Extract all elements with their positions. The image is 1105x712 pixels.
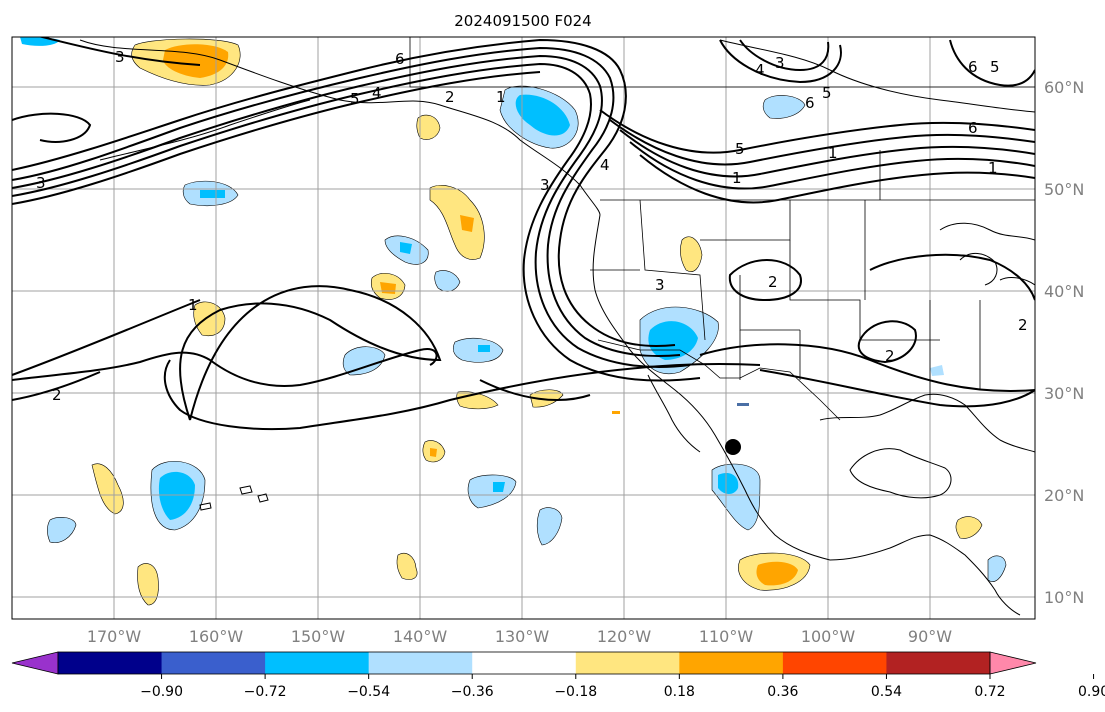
colorbar-tick-label: −0.18 <box>554 684 597 700</box>
colorbar-segment <box>161 652 266 674</box>
colorbar-tick-label: 0.72 <box>974 684 1005 700</box>
contour-lines <box>12 37 1035 431</box>
contour-labels: 6 5 4 3 2 1 1 2 3 4 5 6 3 4 5 6 1 2 3 6 <box>36 48 1028 404</box>
contour-label: 5 <box>990 58 1000 76</box>
lon-label: 130°W <box>495 627 550 646</box>
lat-label: 30°N <box>1044 384 1084 403</box>
colorbar: −0.90 −0.72 −0.54 −0.36 −0.18 0.18 0.36 0.54 0.7… <box>11 651 1105 700</box>
contour-label: 3 <box>775 54 785 72</box>
lon-label: 150°W <box>291 627 346 646</box>
contour-label: 5 <box>735 140 745 158</box>
contour-label: 3 <box>655 276 665 294</box>
lat-label: 20°N <box>1044 486 1084 505</box>
contour-label: 3 <box>115 48 125 66</box>
contour-label: 1 <box>496 88 506 106</box>
contour-label: 4 <box>600 156 610 174</box>
contour-label: 5 <box>350 90 360 108</box>
contour-label: 1 <box>828 144 838 162</box>
lon-label: 140°W <box>393 627 448 646</box>
small-cool-cell <box>737 403 749 406</box>
contour-label: 1 <box>188 296 198 314</box>
lon-label: 160°W <box>189 627 244 646</box>
contour-label: 4 <box>372 84 382 102</box>
political-borders <box>409 37 1035 421</box>
contour-label: 1 <box>732 169 742 187</box>
contour-label: 3 <box>540 176 550 194</box>
colorbar-tick-label: −0.90 <box>140 684 183 700</box>
colorbar-segment <box>782 652 887 674</box>
contour-label: 5 <box>822 84 832 102</box>
contour-label: 2 <box>885 347 895 365</box>
colorbar-tick-label: 0.90 <box>1078 684 1105 700</box>
contour-label: 2 <box>1018 316 1028 334</box>
lon-label: 120°W <box>597 627 652 646</box>
contour-label: 6 <box>395 50 405 68</box>
contour-label: 6 <box>805 94 815 112</box>
contour-label: 1 <box>988 159 998 177</box>
map-panel: 6 5 4 3 2 1 1 2 3 4 5 6 3 4 5 6 1 2 3 6 <box>11 36 1036 620</box>
contour-label: 2 <box>768 273 778 291</box>
lat-label: 40°N <box>1044 282 1084 301</box>
lat-label: 60°N <box>1044 78 1084 97</box>
contour-label: 6 <box>968 119 978 137</box>
map-frame <box>11 36 1036 620</box>
colorbar-frame <box>57 651 991 675</box>
colorbar-tick-label: 0.54 <box>871 684 902 700</box>
colorbar-segments <box>11 651 1037 675</box>
contour-label: 3 <box>36 174 46 192</box>
longitude-labels: 170°W 160°W 150°W 140°W 130°W 120°W 110°… <box>87 627 952 646</box>
lon-label: 170°W <box>87 627 142 646</box>
lon-label: 100°W <box>801 627 856 646</box>
small-warm-cell <box>612 411 620 414</box>
contour-label: 6 <box>968 58 978 76</box>
colorbar-segment <box>472 652 577 674</box>
map-title: 2024091500 F024 <box>454 12 591 30</box>
lat-label: 50°N <box>1044 180 1084 199</box>
lon-label: 110°W <box>699 627 754 646</box>
contour-label: 4 <box>755 61 765 79</box>
colorbar-segment <box>886 652 991 674</box>
colorbar-tick-label: −0.54 <box>347 684 390 700</box>
colorbar-extend-high <box>989 651 1037 675</box>
lon-label: 90°W <box>908 627 952 646</box>
colorbar-tick-label: 0.18 <box>664 684 695 700</box>
contour-label: 2 <box>445 88 455 106</box>
colorbar-segment <box>58 652 163 674</box>
colorbar-extend-low <box>11 651 59 675</box>
latitude-labels: 60°N 50°N 40°N 30°N 20°N 10°N <box>1044 78 1084 607</box>
colorbar-segment <box>679 652 784 674</box>
lat-label: 10°N <box>1044 588 1084 607</box>
storm-center-marker <box>725 439 741 455</box>
colorbar-segment <box>265 652 370 674</box>
colorbar-tick-label: −0.72 <box>244 684 287 700</box>
colorbar-ticks: −0.90 −0.72 −0.54 −0.36 −0.18 0.18 0.36 0.54 0.7… <box>140 674 1105 700</box>
colorbar-segment <box>368 652 473 674</box>
colorbar-tick-label: 0.36 <box>767 684 798 700</box>
colorbar-segment <box>575 652 680 674</box>
colorbar-tick-label: −0.36 <box>451 684 494 700</box>
negative-anomaly-shading <box>20 37 1007 582</box>
contour-label: 2 <box>52 386 62 404</box>
